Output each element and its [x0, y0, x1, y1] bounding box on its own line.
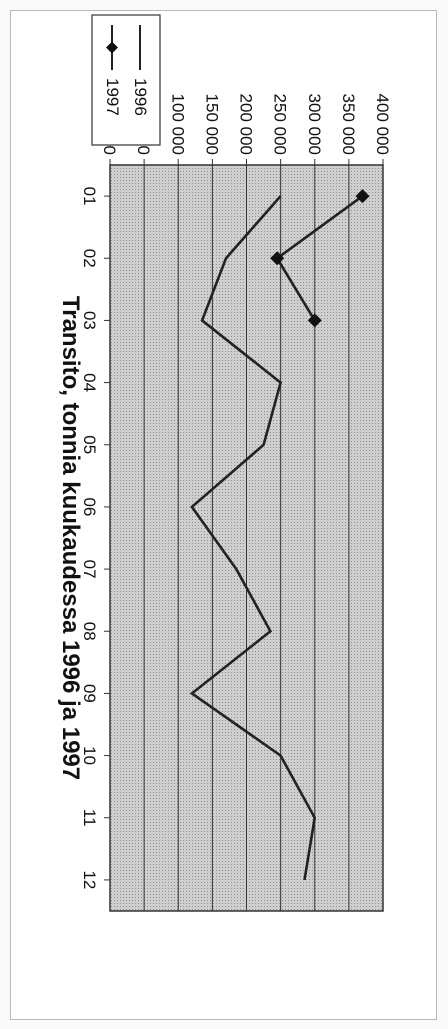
x-axis: 01 02 03 04 05 06 07 08 09 10 11 12	[80, 187, 110, 889]
x-tick-label: 07	[80, 560, 99, 579]
x-tick-label: 08	[80, 622, 99, 641]
y-tick-label: 350 000	[339, 94, 358, 155]
x-tick-label: 11	[80, 809, 99, 827]
y-tick-label: 300 000	[305, 94, 324, 155]
y-tick-label: 200 000	[237, 94, 256, 155]
series-1996-line	[189, 195, 317, 881]
x-tick-label: 04	[80, 373, 99, 392]
legend-1996-label: 1996	[131, 78, 150, 116]
legend-1997-marker	[106, 41, 118, 54]
y-tick-label: 100 000	[168, 94, 187, 155]
x-tick-label: 05	[80, 435, 99, 454]
y-tick-label: 250 000	[271, 94, 290, 155]
legend: 1996 1997	[91, 14, 161, 146]
x-tick-label: 01	[80, 187, 99, 206]
x-tick-label: 03	[80, 311, 99, 330]
series-layer	[189, 189, 370, 881]
legend-1997-label: 1997	[103, 78, 122, 116]
x-tick-label: 02	[80, 249, 99, 268]
x-tick-label: 06	[80, 497, 99, 516]
x-tick-label: 12	[80, 870, 99, 889]
y-tick-label: 400 000	[373, 94, 392, 155]
chart-title: Transito, tonnia kuukaudessa 1996 ja 199…	[57, 296, 84, 780]
x-tick-label: 10	[80, 746, 99, 765]
series-1997-point	[270, 251, 285, 266]
y-tick-label: 0	[100, 146, 119, 155]
x-tick-label: 09	[80, 684, 99, 703]
gridlines	[143, 165, 350, 911]
series-1997-point	[307, 313, 322, 328]
y-tick-label: 150 000	[202, 94, 221, 155]
